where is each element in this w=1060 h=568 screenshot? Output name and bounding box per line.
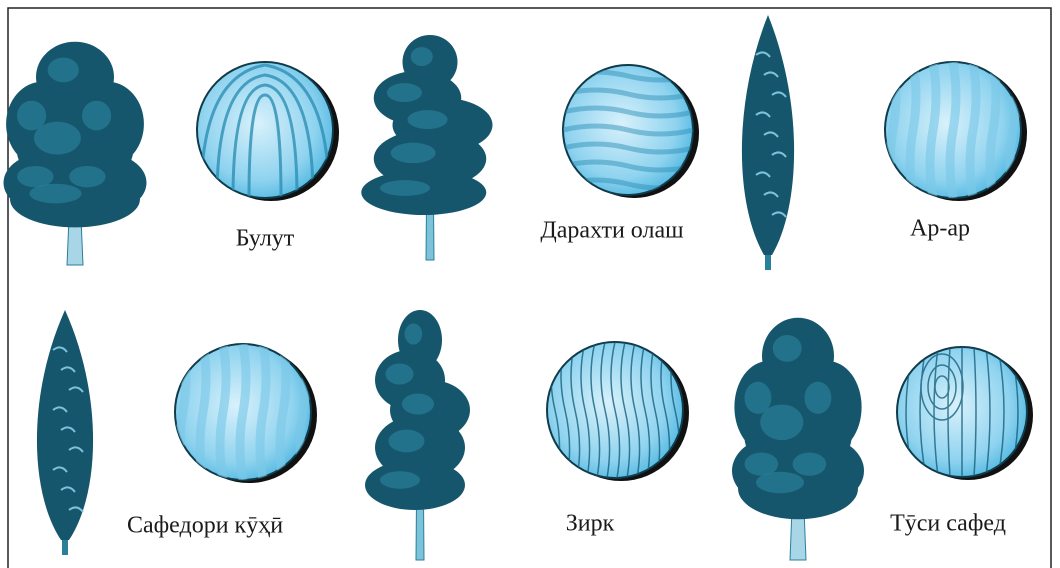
tree-label: Тӯси сафед [890, 511, 1006, 537]
tree-item: Сафедори кӯҳӣ [37, 310, 317, 555]
tree-label: Сафедори кӯҳӣ [127, 513, 283, 539]
foliage-light [34, 122, 81, 155]
tree-label: Ар-ар [910, 216, 970, 242]
crown [742, 15, 794, 255]
foliage-light [82, 101, 111, 131]
tree-label: Дарахти олаш [540, 218, 684, 244]
foliage-light [773, 335, 802, 362]
figure: Булут Дарахти олаш Ар-ар Сафедори кӯҳӣ Зирк Т… [0, 0, 1060, 568]
foliage-light [411, 47, 433, 66]
foliage-light [48, 58, 79, 83]
foliage-light [760, 404, 803, 440]
crown [37, 310, 93, 540]
foliage-light [405, 324, 423, 345]
foliage-light [402, 394, 434, 415]
foliage-light [387, 83, 422, 102]
tree-item: Зирк [365, 310, 689, 560]
foliage-light [804, 382, 831, 414]
tree-label: Булут [236, 226, 295, 252]
tree-item: Ар-ар [742, 15, 1027, 270]
grain-line [1010, 62, 1016, 198]
foliage-light [793, 453, 827, 476]
grain-line [180, 344, 186, 480]
foliage-light [389, 430, 425, 453]
foliage-light [386, 364, 414, 385]
foliage-light [30, 184, 82, 204]
tree-item: Булут [4, 42, 340, 265]
foliage-light [380, 471, 420, 489]
foliage-light [391, 143, 436, 163]
foliage-light [756, 472, 804, 493]
foliage-light [408, 110, 448, 129]
grain-line [300, 344, 306, 480]
foliage-light [380, 180, 430, 196]
tree-item: Тӯси сафед [732, 318, 1033, 560]
frame [8, 8, 1051, 568]
tree-item: Дарахти олаш [361, 35, 699, 260]
foliage-light [69, 166, 105, 187]
tree-label: Зирк [566, 511, 615, 537]
grain-line [890, 62, 896, 198]
